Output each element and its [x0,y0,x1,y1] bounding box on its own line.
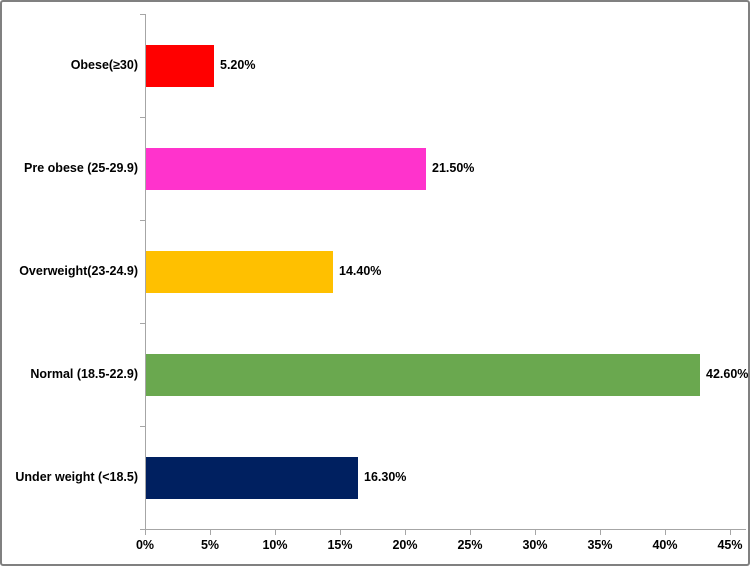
x-axis-tick [665,530,666,535]
x-axis-tick-label: 45% [717,538,743,552]
x-axis-tick [535,530,536,535]
y-axis-tick [140,220,145,221]
bar-obese-30 [146,45,214,87]
x-axis-tick-label: 30% [522,538,548,552]
bar-pre-obese-25-29-9 [146,148,426,190]
category-label-overweight-23-24-9: Overweight(23-24.9) [19,264,138,278]
value-label-pre-obese-25-29-9: 21.50% [432,161,475,175]
value-label-obese-30: 5.20% [220,58,256,72]
y-axis-tick [140,529,145,530]
x-axis-tick-label: 35% [587,538,613,552]
y-axis-tick [140,117,145,118]
x-axis-tick [340,530,341,535]
value-label-overweight-23-24-9: 14.40% [339,264,382,278]
y-axis-tick [140,426,145,427]
x-axis-line [145,529,746,530]
x-axis-tick [145,530,146,535]
x-axis-tick-label: 5% [200,538,220,552]
x-axis-tick-label: 0% [135,538,155,552]
x-axis-tick-label: 25% [457,538,483,552]
bar-overweight-23-24-9 [146,251,333,293]
category-label-under-weight-18-5: Under weight (<18.5) [15,470,138,484]
x-axis-tick-label: 15% [327,538,353,552]
x-axis-tick [730,530,731,535]
x-axis-tick [405,530,406,535]
x-axis-tick [275,530,276,535]
x-axis-tick [470,530,471,535]
x-axis-tick [210,530,211,535]
x-axis-tick-label: 20% [392,538,418,552]
value-label-normal-18-5-22-9: 42.60% [706,367,749,381]
y-axis-tick [140,323,145,324]
category-label-obese-30: Obese(≥30) [70,58,138,72]
y-axis-tick [140,14,145,15]
category-label-pre-obese-25-29-9: Pre obese (25-29.9) [24,161,138,175]
category-label-normal-18-5-22-9: Normal (18.5-22.9) [30,367,138,381]
value-label-under-weight-18-5: 16.30% [364,470,407,484]
x-axis-tick-label: 40% [652,538,678,552]
bar-normal-18-5-22-9 [146,354,700,396]
x-axis-tick-label: 10% [262,538,288,552]
x-axis-tick [600,530,601,535]
bar-under-weight-18-5 [146,457,358,499]
y-axis-line [145,14,146,530]
